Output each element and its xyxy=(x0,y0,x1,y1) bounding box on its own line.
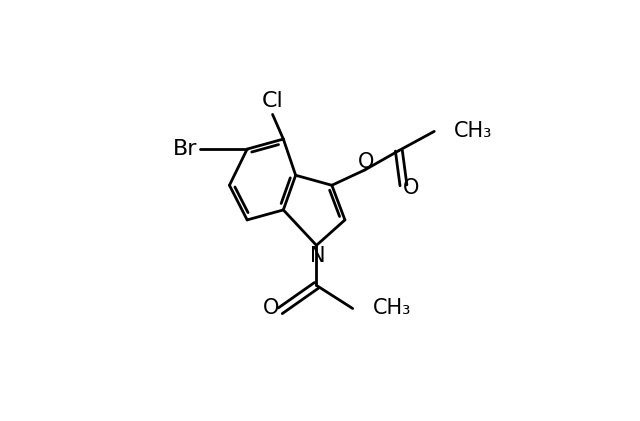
Text: N: N xyxy=(310,246,326,266)
Text: O: O xyxy=(263,298,279,318)
Text: O: O xyxy=(403,178,419,197)
Text: O: O xyxy=(358,152,374,172)
Text: CH₃: CH₃ xyxy=(372,298,411,318)
Text: CH₃: CH₃ xyxy=(454,121,493,141)
Text: Br: Br xyxy=(173,139,197,159)
Text: Cl: Cl xyxy=(262,91,284,111)
